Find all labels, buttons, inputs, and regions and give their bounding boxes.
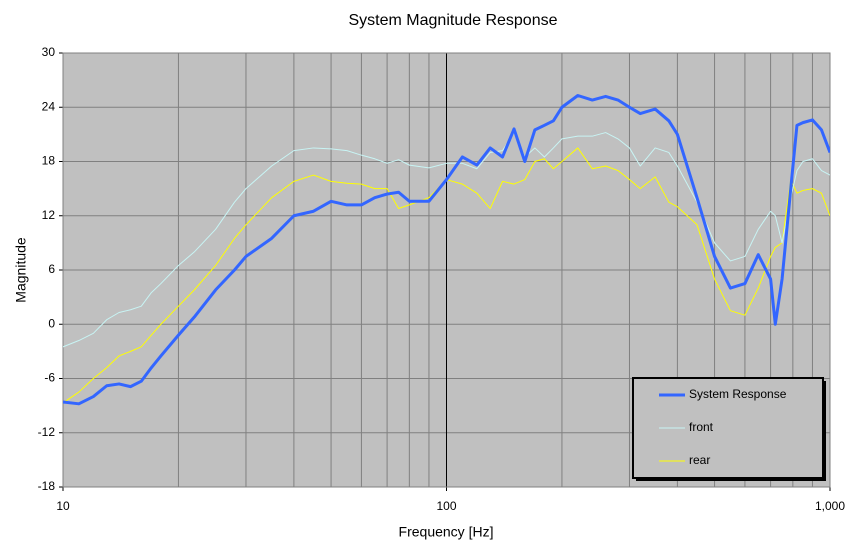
x-tick-label: 100 [436,499,456,513]
series-line [63,147,830,404]
y-tick-label: -6 [44,371,55,385]
y-tick-label: 18 [42,154,56,168]
y-tick-label: 0 [48,316,55,330]
y-tick-label: -18 [38,479,56,493]
x-tick-label: 1,000 [815,499,845,513]
y-tick-label: 24 [42,99,56,113]
legend-label: front [689,420,714,434]
plot-border [62,52,831,488]
x-axis-label: Frequency [Hz] [399,524,494,540]
chart-title: System Magnitude Response [349,12,558,29]
y-tick-label: 6 [48,262,55,276]
y-axis-label: Magnitude [13,237,29,303]
legend-label: System Response [689,387,787,401]
legend-label: rear [689,453,710,467]
series-line [63,132,830,348]
y-tick-label: 30 [42,45,56,59]
y-tick-label: 12 [42,208,56,222]
x-tick-label: 10 [56,499,70,513]
y-tick-label: -12 [38,425,56,439]
series-line [63,94,830,406]
